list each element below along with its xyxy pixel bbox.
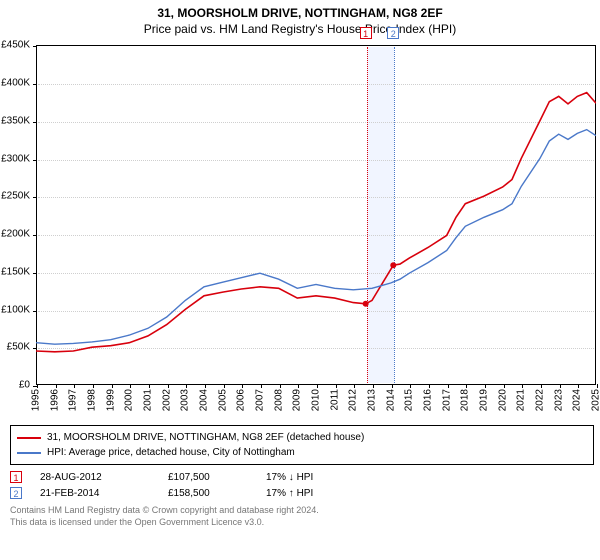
x-axis-label: 2014 bbox=[385, 389, 396, 411]
x-axis-label: 2007 bbox=[255, 389, 266, 411]
event-diff: 17% ↑ HPI bbox=[266, 488, 356, 499]
y-axis-label: £450K bbox=[1, 40, 30, 51]
event-row: 1 28-AUG-2012 £107,500 17% ↓ HPI bbox=[10, 469, 594, 485]
event-date: 28-AUG-2012 bbox=[40, 472, 150, 483]
x-axis-label: 2025 bbox=[591, 389, 600, 411]
x-axis-label: 2019 bbox=[479, 389, 490, 411]
x-axis-label: 2012 bbox=[348, 389, 359, 411]
x-axis-label: 2018 bbox=[460, 389, 471, 411]
x-axis-label: 2005 bbox=[217, 389, 228, 411]
x-axis-label: 2013 bbox=[367, 389, 378, 411]
x-axis-label: 2017 bbox=[441, 389, 452, 411]
x-axis-label: 2021 bbox=[516, 389, 527, 411]
x-tick bbox=[597, 384, 598, 388]
y-axis-label: £350K bbox=[1, 115, 30, 126]
event-row: 2 21-FEB-2014 £158,500 17% ↑ HPI bbox=[10, 485, 594, 501]
series-hpi bbox=[36, 130, 596, 345]
y-axis-label: £400K bbox=[1, 77, 30, 88]
y-axis-label: £250K bbox=[1, 191, 30, 202]
footer-line: This data is licensed under the Open Gov… bbox=[10, 517, 594, 529]
event-date: 21-FEB-2014 bbox=[40, 488, 150, 499]
event-price: £107,500 bbox=[168, 472, 248, 483]
line-layer bbox=[36, 45, 596, 385]
y-axis-label: £0 bbox=[19, 380, 30, 391]
x-axis-label: 2015 bbox=[404, 389, 415, 411]
legend-label: HPI: Average price, detached house, City… bbox=[47, 445, 295, 460]
legend-swatch bbox=[17, 437, 41, 439]
x-axis-label: 1997 bbox=[68, 389, 79, 411]
x-axis-label: 2003 bbox=[180, 389, 191, 411]
y-axis-label: £300K bbox=[1, 153, 30, 164]
event-badge: 1 bbox=[10, 471, 22, 483]
y-axis-label: £100K bbox=[1, 304, 30, 315]
footer-line: Contains HM Land Registry data © Crown c… bbox=[10, 505, 594, 517]
y-axis-label: £150K bbox=[1, 266, 30, 277]
legend-item: HPI: Average price, detached house, City… bbox=[17, 445, 587, 460]
event-marker-badge: 1 bbox=[360, 27, 372, 39]
x-axis-label: 2023 bbox=[553, 389, 564, 411]
x-axis-label: 2001 bbox=[143, 389, 154, 411]
x-axis-label: 1995 bbox=[31, 389, 42, 411]
legend-swatch bbox=[17, 452, 41, 454]
chart-subtitle: Price paid vs. HM Land Registry's House … bbox=[0, 22, 600, 42]
series-address bbox=[36, 93, 596, 352]
x-axis-label: 2004 bbox=[199, 389, 210, 411]
sale-dot bbox=[390, 262, 396, 268]
x-axis-label: 2006 bbox=[236, 389, 247, 411]
event-diff: 17% ↓ HPI bbox=[266, 472, 356, 483]
y-axis-label: £200K bbox=[1, 229, 30, 240]
attribution-footer: Contains HM Land Registry data © Crown c… bbox=[10, 505, 594, 528]
event-price: £158,500 bbox=[168, 488, 248, 499]
x-axis-label: 2022 bbox=[535, 389, 546, 411]
x-axis-label: 2008 bbox=[273, 389, 284, 411]
x-axis-label: 1996 bbox=[49, 389, 60, 411]
chart-title: 31, MOORSHOLM DRIVE, NOTTINGHAM, NG8 2EF bbox=[0, 0, 600, 22]
x-axis-label: 1999 bbox=[105, 389, 116, 411]
x-axis-label: 2020 bbox=[497, 389, 508, 411]
y-axis-label: £50K bbox=[7, 342, 30, 353]
x-axis-label: 1998 bbox=[87, 389, 98, 411]
x-axis-label: 2000 bbox=[124, 389, 135, 411]
x-axis-label: 2011 bbox=[329, 389, 340, 411]
chart-area: £0£50K£100K£150K£200K£250K£300K£350K£400… bbox=[36, 45, 596, 385]
events-table: 1 28-AUG-2012 £107,500 17% ↓ HPI 2 21-FEB-201… bbox=[10, 469, 594, 501]
legend-label: 31, MOORSHOLM DRIVE, NOTTINGHAM, NG8 2EF… bbox=[47, 430, 364, 445]
sale-dot bbox=[363, 301, 369, 307]
x-axis-label: 2010 bbox=[311, 389, 322, 411]
event-marker-badge: 2 bbox=[387, 27, 399, 39]
event-badge: 2 bbox=[10, 487, 22, 499]
x-axis-label: 2002 bbox=[161, 389, 172, 411]
legend-item: 31, MOORSHOLM DRIVE, NOTTINGHAM, NG8 2EF… bbox=[17, 430, 587, 445]
x-axis-label: 2016 bbox=[423, 389, 434, 411]
x-axis-label: 2009 bbox=[292, 389, 303, 411]
x-axis-label: 2024 bbox=[572, 389, 583, 411]
legend-box: 31, MOORSHOLM DRIVE, NOTTINGHAM, NG8 2EF… bbox=[10, 425, 594, 465]
